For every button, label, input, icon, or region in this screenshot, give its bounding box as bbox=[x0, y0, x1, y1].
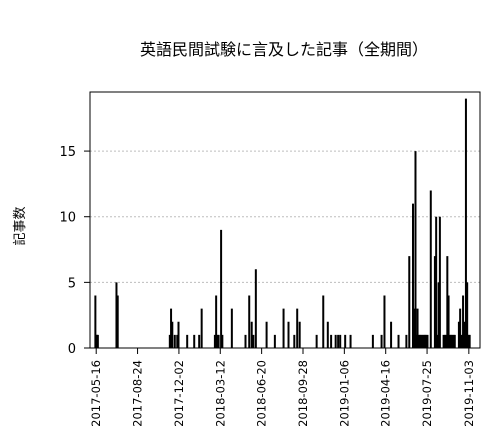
x-tick-label: 2017-12-02 bbox=[172, 360, 186, 427]
bars bbox=[94, 98, 471, 348]
y-tick-label: 15 bbox=[59, 145, 76, 160]
y-tick-label: 5 bbox=[68, 276, 76, 291]
x-tick-label: 2017-08-24 bbox=[131, 360, 145, 427]
x-tick-label: 2018-09-28 bbox=[296, 360, 310, 427]
y-ticks: 0 5 10 15 bbox=[59, 145, 90, 357]
x-tick-label: 2018-06-20 bbox=[255, 360, 269, 427]
x-tick-label: 2017-05-16 bbox=[89, 360, 103, 427]
x-ticks: 2017-05-16 2017-08-24 2017-12-02 2018-03-12… bbox=[89, 348, 476, 427]
x-tick-label: 2019-04-16 bbox=[379, 360, 393, 427]
axes bbox=[89, 91, 481, 349]
y-tick-label: 10 bbox=[59, 211, 76, 226]
x-tick-label: 2019-01-06 bbox=[337, 360, 351, 427]
x-tick-label: 2018-03-12 bbox=[213, 360, 227, 427]
y-tick-label: 0 bbox=[68, 342, 76, 357]
y-axis-label: 記事数 bbox=[12, 206, 28, 245]
x-tick-label: 2019-11-03 bbox=[462, 360, 476, 427]
plot-frame bbox=[89, 91, 481, 349]
x-tick-label: 2019-07-25 bbox=[420, 360, 434, 427]
chart-title: 英語民間試験に言及した記事（全期間） bbox=[140, 40, 428, 59]
grid-lines bbox=[90, 150, 480, 283]
